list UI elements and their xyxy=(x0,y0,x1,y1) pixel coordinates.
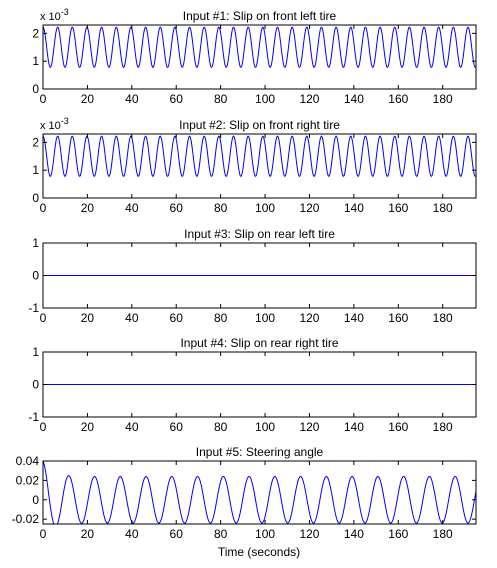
series-line xyxy=(42,135,477,177)
y-exponent-label: x 10-3 xyxy=(40,7,69,23)
y-tick-label: 0.04 xyxy=(16,454,40,468)
x-tick-label: 180 xyxy=(433,527,453,541)
subplot-5: Input #5: Steering angle 0 20 40 60 80 100 120 1… xyxy=(12,445,477,541)
x-tick-label: 40 xyxy=(125,527,139,541)
y-tick-label: 1 xyxy=(32,345,39,359)
x-tick-label: 0 xyxy=(40,420,47,434)
x-tick-label: 0 xyxy=(40,311,47,325)
y-tick-label: 2 xyxy=(32,135,39,149)
x-tick-label: 40 xyxy=(125,311,139,325)
x-tick-label: 160 xyxy=(388,311,408,325)
subplot-1: Input #1: Slip on front left tire x 10-3 0… xyxy=(32,7,477,106)
y-tick-label: -1 xyxy=(28,410,39,424)
x-tick-label: 0 xyxy=(40,527,47,541)
y-tick-label: -1 xyxy=(28,301,39,315)
series-line xyxy=(42,460,477,525)
x-tick-label: 80 xyxy=(214,92,228,106)
y-tick-label: 0 xyxy=(32,191,39,205)
x-tick-label: 140 xyxy=(344,311,364,325)
x-tick-label: 100 xyxy=(255,92,275,106)
x-tick-label: 40 xyxy=(125,92,139,106)
y-tick-label: 1 xyxy=(32,236,39,250)
y-exponent-base: x 10 xyxy=(40,11,61,23)
y-exponent-power: -3 xyxy=(61,116,69,126)
x-tick-label: 100 xyxy=(255,201,275,215)
x-tick-label: 40 xyxy=(125,420,139,434)
y-tick-label: 2 xyxy=(32,26,39,40)
subplot-title: Input #2: Slip on front right tire xyxy=(179,118,340,132)
x-tick-label: 100 xyxy=(255,527,275,541)
x-tick-label: 20 xyxy=(81,527,95,541)
x-tick-label: 80 xyxy=(214,201,228,215)
y-tick-label: 0.02 xyxy=(16,473,40,487)
y-tick-label: 0 xyxy=(32,269,39,283)
x-tick-label: 20 xyxy=(81,201,95,215)
x-tick-label: 160 xyxy=(388,420,408,434)
subplot-2: Input #2: Slip on front right tire x 10-3… xyxy=(32,116,477,215)
x-tick-label: 120 xyxy=(299,527,319,541)
x-tick-label: 20 xyxy=(81,92,95,106)
x-tick-label: 20 xyxy=(81,420,95,434)
x-tick-label: 60 xyxy=(170,420,184,434)
x-tick-label: 0 xyxy=(40,201,47,215)
x-tick-label: 60 xyxy=(170,92,184,106)
y-exponent-base: x 10 xyxy=(40,120,61,132)
subplot-title: Input #5: Steering angle xyxy=(196,445,324,459)
x-tick-label: 180 xyxy=(433,92,453,106)
subplot-title: Input #4: Slip on rear right tire xyxy=(180,336,338,350)
x-tick-label: 180 xyxy=(433,311,453,325)
y-exponent-label: x 10-3 xyxy=(40,116,69,132)
x-tick-label: 20 xyxy=(81,311,95,325)
subplot-title: Input #1: Slip on front left tire xyxy=(183,9,337,23)
x-tick-label: 80 xyxy=(214,311,228,325)
x-tick-label: 140 xyxy=(344,201,364,215)
subplot-3: Input #3: Slip on rear left tire 0 20 40 60 8… xyxy=(28,227,477,325)
axes-box xyxy=(42,460,477,525)
x-tick-label: 100 xyxy=(255,420,275,434)
x-tick-label: 60 xyxy=(170,311,184,325)
x-tick-label: 120 xyxy=(299,420,319,434)
x-tick-label: 80 xyxy=(214,420,228,434)
y-tick-label: 0 xyxy=(32,378,39,392)
y-exponent-power: -3 xyxy=(61,7,69,17)
y-tick-label: -0.02 xyxy=(12,512,40,526)
y-tick-label: 1 xyxy=(32,163,39,177)
y-tick-label: 0 xyxy=(32,493,39,507)
x-tick-label: 120 xyxy=(299,201,319,215)
x-tick-label: 140 xyxy=(344,527,364,541)
x-tick-label: 160 xyxy=(388,527,408,541)
x-tick-label: 0 xyxy=(40,92,47,106)
axes-box xyxy=(42,133,477,199)
x-tick-label: 140 xyxy=(344,420,364,434)
x-tick-label: 60 xyxy=(170,201,184,215)
x-tick-label: 120 xyxy=(299,92,319,106)
x-tick-label: 40 xyxy=(125,201,139,215)
x-tick-label: 160 xyxy=(388,201,408,215)
x-tick-label: 80 xyxy=(214,527,228,541)
x-tick-label: 100 xyxy=(255,311,275,325)
series-line xyxy=(42,26,477,68)
x-tick-label: 180 xyxy=(433,420,453,434)
x-tick-label: 60 xyxy=(170,527,184,541)
y-tick-label: 1 xyxy=(32,54,39,68)
y-tick-label: 0 xyxy=(32,82,39,96)
axes-box xyxy=(42,24,477,90)
x-tick-label: 180 xyxy=(433,201,453,215)
subplot-title: Input #3: Slip on rear left tire xyxy=(184,227,335,241)
x-axis-label: Time (seconds) xyxy=(218,545,300,559)
x-tick-label: 120 xyxy=(299,311,319,325)
subplot-4: Input #4: Slip on rear right tire 0 20 40 60… xyxy=(28,336,477,434)
x-tick-label: 140 xyxy=(344,92,364,106)
x-tick-label: 160 xyxy=(388,92,408,106)
